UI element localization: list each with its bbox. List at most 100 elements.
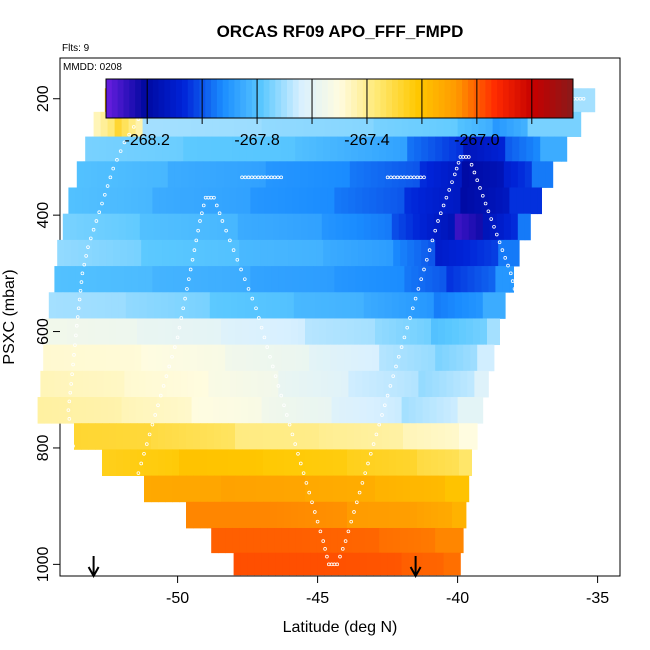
heatmap-cell [450, 111, 458, 137]
track-point [533, 372, 537, 377]
heatmap-cell [400, 344, 408, 372]
track-point [413, 296, 418, 301]
track-point [75, 323, 79, 328]
track-point [568, 519, 573, 524]
x-axis-label: Latitude (deg N) [283, 619, 398, 636]
heatmap-cell [471, 397, 479, 424]
heatmap-cell [201, 266, 209, 293]
colorbar-swatch [304, 79, 311, 118]
heatmap-cell [82, 370, 90, 398]
heatmap-cell [72, 397, 80, 424]
heatmap-cell [135, 111, 143, 137]
heatmap-cell [418, 266, 426, 293]
colorbar-swatch [222, 79, 229, 118]
track-point [396, 354, 401, 359]
heatmap-cell [193, 318, 201, 346]
heatmap-cell [445, 449, 453, 477]
colorbar-swatch [339, 79, 346, 118]
heatmap-cell [92, 136, 100, 162]
heatmap-cell [193, 449, 201, 477]
heatmap-cell [354, 449, 362, 477]
heatmap-cell [130, 449, 138, 477]
colorbar-swatch [316, 79, 323, 118]
heatmap-cell [221, 423, 229, 450]
track-point [82, 262, 87, 267]
heatmap-cell [134, 344, 142, 372]
heatmap-cell [278, 266, 286, 293]
track-point [307, 490, 312, 495]
heatmap-cell [183, 239, 191, 267]
heatmap-cell [209, 161, 218, 188]
heatmap-cell [247, 552, 255, 576]
heatmap-cell [251, 292, 260, 319]
heatmap-cell [284, 423, 292, 450]
colorbar-swatch [386, 79, 393, 118]
heatmap-cell [379, 239, 387, 267]
heatmap-cell [162, 239, 170, 267]
track-point [323, 547, 327, 551]
heatmap-cell [256, 318, 264, 346]
track-point [111, 554, 115, 559]
heatmap-cell [347, 423, 355, 450]
heatmap-cell [376, 370, 384, 398]
heatmap-cell [166, 266, 174, 293]
heatmap-cell [204, 239, 212, 267]
heatmap-cell [144, 423, 152, 450]
colorbar-swatch [491, 79, 498, 118]
heatmap-cell [349, 213, 358, 241]
track-point [68, 425, 73, 430]
heatmap-cell [375, 501, 383, 529]
heatmap-cell [319, 423, 327, 450]
heatmap-cell [337, 239, 345, 267]
heatmap-cell [92, 344, 100, 372]
heatmap-cell [314, 213, 323, 241]
heatmap-cell [410, 318, 418, 346]
x-tick-label: -35 [586, 590, 609, 607]
heatmap-cell [285, 187, 293, 215]
heatmap-cell [208, 266, 216, 293]
heatmap-cell [68, 370, 76, 398]
heatmap-cell [153, 213, 162, 241]
heatmap-cell [183, 344, 191, 372]
track-point [510, 279, 515, 283]
heatmap-cell [237, 213, 246, 241]
track-point [68, 390, 73, 395]
heatmap-cell [400, 527, 408, 554]
heatmap-cell [226, 397, 234, 424]
track-point [72, 353, 76, 357]
track-point [97, 210, 101, 215]
heatmap-cell [211, 239, 219, 267]
heatmap-cell [223, 161, 232, 188]
heatmap-cell [396, 449, 404, 477]
heatmap-cell [425, 370, 433, 398]
heatmap-cell [267, 136, 275, 162]
track-point [391, 374, 396, 378]
heatmap-cell [461, 292, 470, 319]
heatmap-cell [421, 344, 429, 372]
heatmap-cell [272, 292, 281, 319]
heatmap-cell [340, 501, 348, 529]
colorbar-swatch [286, 79, 294, 118]
heatmap-cell [205, 111, 213, 137]
heatmap-cell [277, 318, 285, 346]
heatmap-cell [167, 161, 176, 188]
colorbar-swatch [549, 79, 556, 118]
arrow-head [87, 566, 100, 579]
colorbar-swatch [170, 79, 177, 118]
heatmap-cell [111, 161, 120, 188]
x-tick-label: -50 [166, 590, 189, 607]
heatmap-cell [505, 239, 513, 267]
heatmap-cell [128, 397, 136, 424]
heatmap-cell [99, 136, 107, 162]
heatmap-cell [305, 475, 313, 503]
heatmap-cell [377, 292, 386, 319]
track-point [293, 442, 298, 446]
heatmap-cell [114, 397, 122, 424]
heatmap-cell [229, 370, 237, 398]
heatmap-cell [289, 111, 297, 137]
heatmap-cell [506, 111, 514, 137]
heatmap-cell [382, 501, 390, 529]
track-point [114, 547, 118, 551]
heatmap-cell [359, 397, 367, 424]
heatmap-cell [303, 552, 311, 576]
